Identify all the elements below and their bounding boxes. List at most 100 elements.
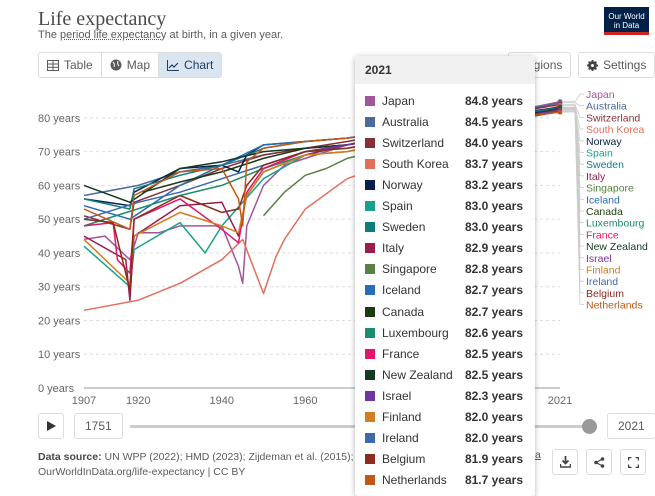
tooltip-swatch: [365, 116, 375, 127]
tooltip-country: Luxembourg: [382, 325, 449, 340]
x-tick-label: 1940: [210, 395, 234, 407]
source-url[interactable]: OurWorldInData.org/life-expectancy | CC …: [38, 466, 246, 478]
legend-label: Switzerland: [586, 112, 640, 124]
tooltip-country: Singapore: [382, 262, 437, 277]
legend-connector: [562, 107, 584, 153]
tab-chart-label: Chart: [184, 58, 214, 72]
download-button[interactable]: [552, 449, 578, 475]
tooltip-row: Iceland 82.7 years: [355, 280, 535, 301]
end-year-box[interactable]: 2021: [607, 413, 655, 439]
learn-more-link[interactable]: a: [535, 449, 541, 461]
tooltip-value: 83.0 years: [464, 220, 523, 235]
legend-connector: [562, 108, 584, 224]
expand-icon: [627, 456, 639, 468]
start-year-label: 1751: [85, 419, 112, 433]
legend-label: Finland: [586, 265, 621, 277]
settings-button[interactable]: Settings: [578, 52, 655, 78]
tooltip-value: 81.9 years: [464, 452, 523, 467]
tooltip-country: Sweden: [382, 220, 426, 235]
tooltip-swatch: [365, 158, 375, 169]
tooltip-value: 82.3 years: [464, 388, 523, 403]
subtitle-link[interactable]: period life expectancy: [60, 29, 167, 41]
tooltip-value: 82.0 years: [464, 431, 523, 446]
tooltip-row: Singapore 82.8 years: [355, 259, 535, 280]
tooltip-value: 82.7 years: [464, 283, 523, 298]
legend-label: Ireland: [586, 276, 618, 288]
tooltip-value: 84.8 years: [464, 93, 523, 108]
tooltip-swatch: [365, 454, 375, 465]
legend-connector: [562, 109, 584, 259]
owid-logo[interactable]: Our World in Data: [604, 7, 649, 35]
logo-line1: Our World: [608, 12, 645, 21]
tooltip-country: Canada: [382, 304, 425, 319]
series-line-belgium: [83, 110, 561, 291]
legend-label: Spain: [586, 148, 613, 160]
tooltip-country: Italy: [382, 241, 405, 256]
legend-label: Italy: [586, 171, 606, 183]
tooltip-row: Netherlands 81.7 years: [355, 470, 535, 491]
legend-connector: [562, 110, 584, 282]
tooltip-year: 2021: [355, 56, 535, 84]
tooltip-value: 82.9 years: [464, 241, 523, 256]
play-button[interactable]: [38, 413, 64, 439]
legend-connector: [562, 103, 584, 118]
legend-label: Australia: [586, 101, 627, 113]
legend-label: New Zealand: [586, 241, 648, 253]
legend-label: Sweden: [586, 159, 624, 171]
legend-connector: [562, 107, 584, 177]
series-line-netherlands: [83, 111, 561, 231]
tooltip-swatch: [365, 201, 375, 211]
tooltip-swatch: [365, 433, 375, 444]
x-tick-label: 2021: [548, 395, 572, 407]
tooltip-row: Switzerland 84.0 years: [355, 132, 535, 153]
tooltip-swatch: [365, 412, 375, 422]
legend-label: Canada: [586, 206, 623, 218]
tooltip-value: 83.2 years: [464, 177, 523, 192]
tooltip-swatch: [365, 285, 375, 296]
source-text: UN WPP (2022); HMD (2023); Zijdeman et a…: [101, 451, 365, 463]
y-tick-label: 50 years: [38, 214, 81, 226]
tooltip-swatch: [365, 179, 375, 190]
tooltip-row: Italy 82.9 years: [355, 238, 535, 259]
legend-label: South Korea: [586, 124, 645, 136]
tooltip-row: Sweden 83.0 years: [355, 217, 535, 238]
legend-label: Luxembourg: [586, 218, 645, 230]
data-source: Data source: UN WPP (2022); HMD (2023); …: [38, 451, 364, 463]
tooltip-value: 82.0 years: [464, 410, 523, 424]
y-tick-label: 80 years: [38, 113, 81, 125]
tooltip-value: 82.6 years: [464, 325, 523, 340]
tooltip-value: 82.8 years: [464, 262, 523, 277]
tab-chart[interactable]: Chart: [159, 53, 222, 77]
legend-label: Belgium: [586, 288, 624, 300]
tooltip-value: 83.7 years: [464, 156, 523, 171]
legend-label: Iceland: [586, 194, 620, 206]
fullscreen-button[interactable]: [620, 449, 646, 475]
legend-connector: [562, 107, 584, 165]
tab-map[interactable]: Map: [102, 53, 160, 77]
tab-table[interactable]: Table: [39, 53, 102, 77]
share-button[interactable]: [586, 449, 612, 475]
timeline-end-handle[interactable]: [582, 419, 597, 434]
chart-subtitle: The period life expectancy at birth, in …: [38, 29, 283, 41]
tooltip-country: Switzerland: [382, 135, 445, 150]
legend-connector: [562, 106, 584, 142]
legend-connector: [562, 109, 584, 247]
tooltip-country: Israel: [382, 388, 412, 403]
legend-connector: [562, 109, 584, 235]
y-tick-label: 10 years: [38, 349, 81, 361]
legend-label: Israel: [586, 253, 612, 265]
x-tick-label: 1907: [72, 395, 96, 407]
play-icon: [46, 421, 56, 431]
tooltip-row: Australia 84.5 years: [355, 111, 535, 132]
y-tick-label: 70 years: [38, 147, 81, 159]
view-tabs: Table Map Chart: [38, 52, 223, 78]
tooltip-country: Belgium: [382, 452, 426, 467]
tooltip-row: Israel 82.3 years: [355, 385, 535, 406]
tooltip-swatch: [365, 306, 375, 317]
hover-tooltip: 2021 Japan 84.8 years Australia 84.5 years S…: [355, 56, 535, 496]
logo-line2: in Data: [613, 21, 640, 30]
start-year-box[interactable]: 1751: [74, 413, 123, 439]
tooltip-country: France: [382, 346, 420, 361]
tooltip-row: Finland 82.0 years: [355, 407, 535, 428]
legend-connector: [562, 102, 584, 107]
